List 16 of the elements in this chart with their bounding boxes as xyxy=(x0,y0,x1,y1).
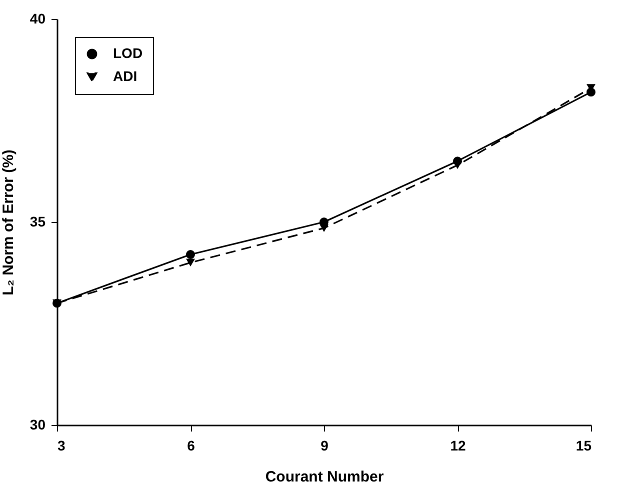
x-tick-label: 15 xyxy=(576,438,592,454)
y-tick-label: 30 xyxy=(30,416,46,432)
point xyxy=(186,258,195,266)
point xyxy=(453,156,462,166)
x-tick-label: 12 xyxy=(450,438,466,454)
legend-label: LOD xyxy=(113,45,143,61)
x-tick-label: 9 xyxy=(320,438,329,454)
point xyxy=(586,88,596,97)
point xyxy=(186,250,195,259)
x-tick-label: 3 xyxy=(58,438,66,454)
legend-label: ADI xyxy=(113,68,138,84)
x-axis-title: Courant Number xyxy=(265,468,384,486)
x-tick-label: 6 xyxy=(187,438,196,454)
y-tick-label: 40 xyxy=(30,10,46,26)
y-tick-label: 35 xyxy=(30,214,46,230)
y-axis-title: L₂ Norm of Error (%) xyxy=(0,150,17,296)
